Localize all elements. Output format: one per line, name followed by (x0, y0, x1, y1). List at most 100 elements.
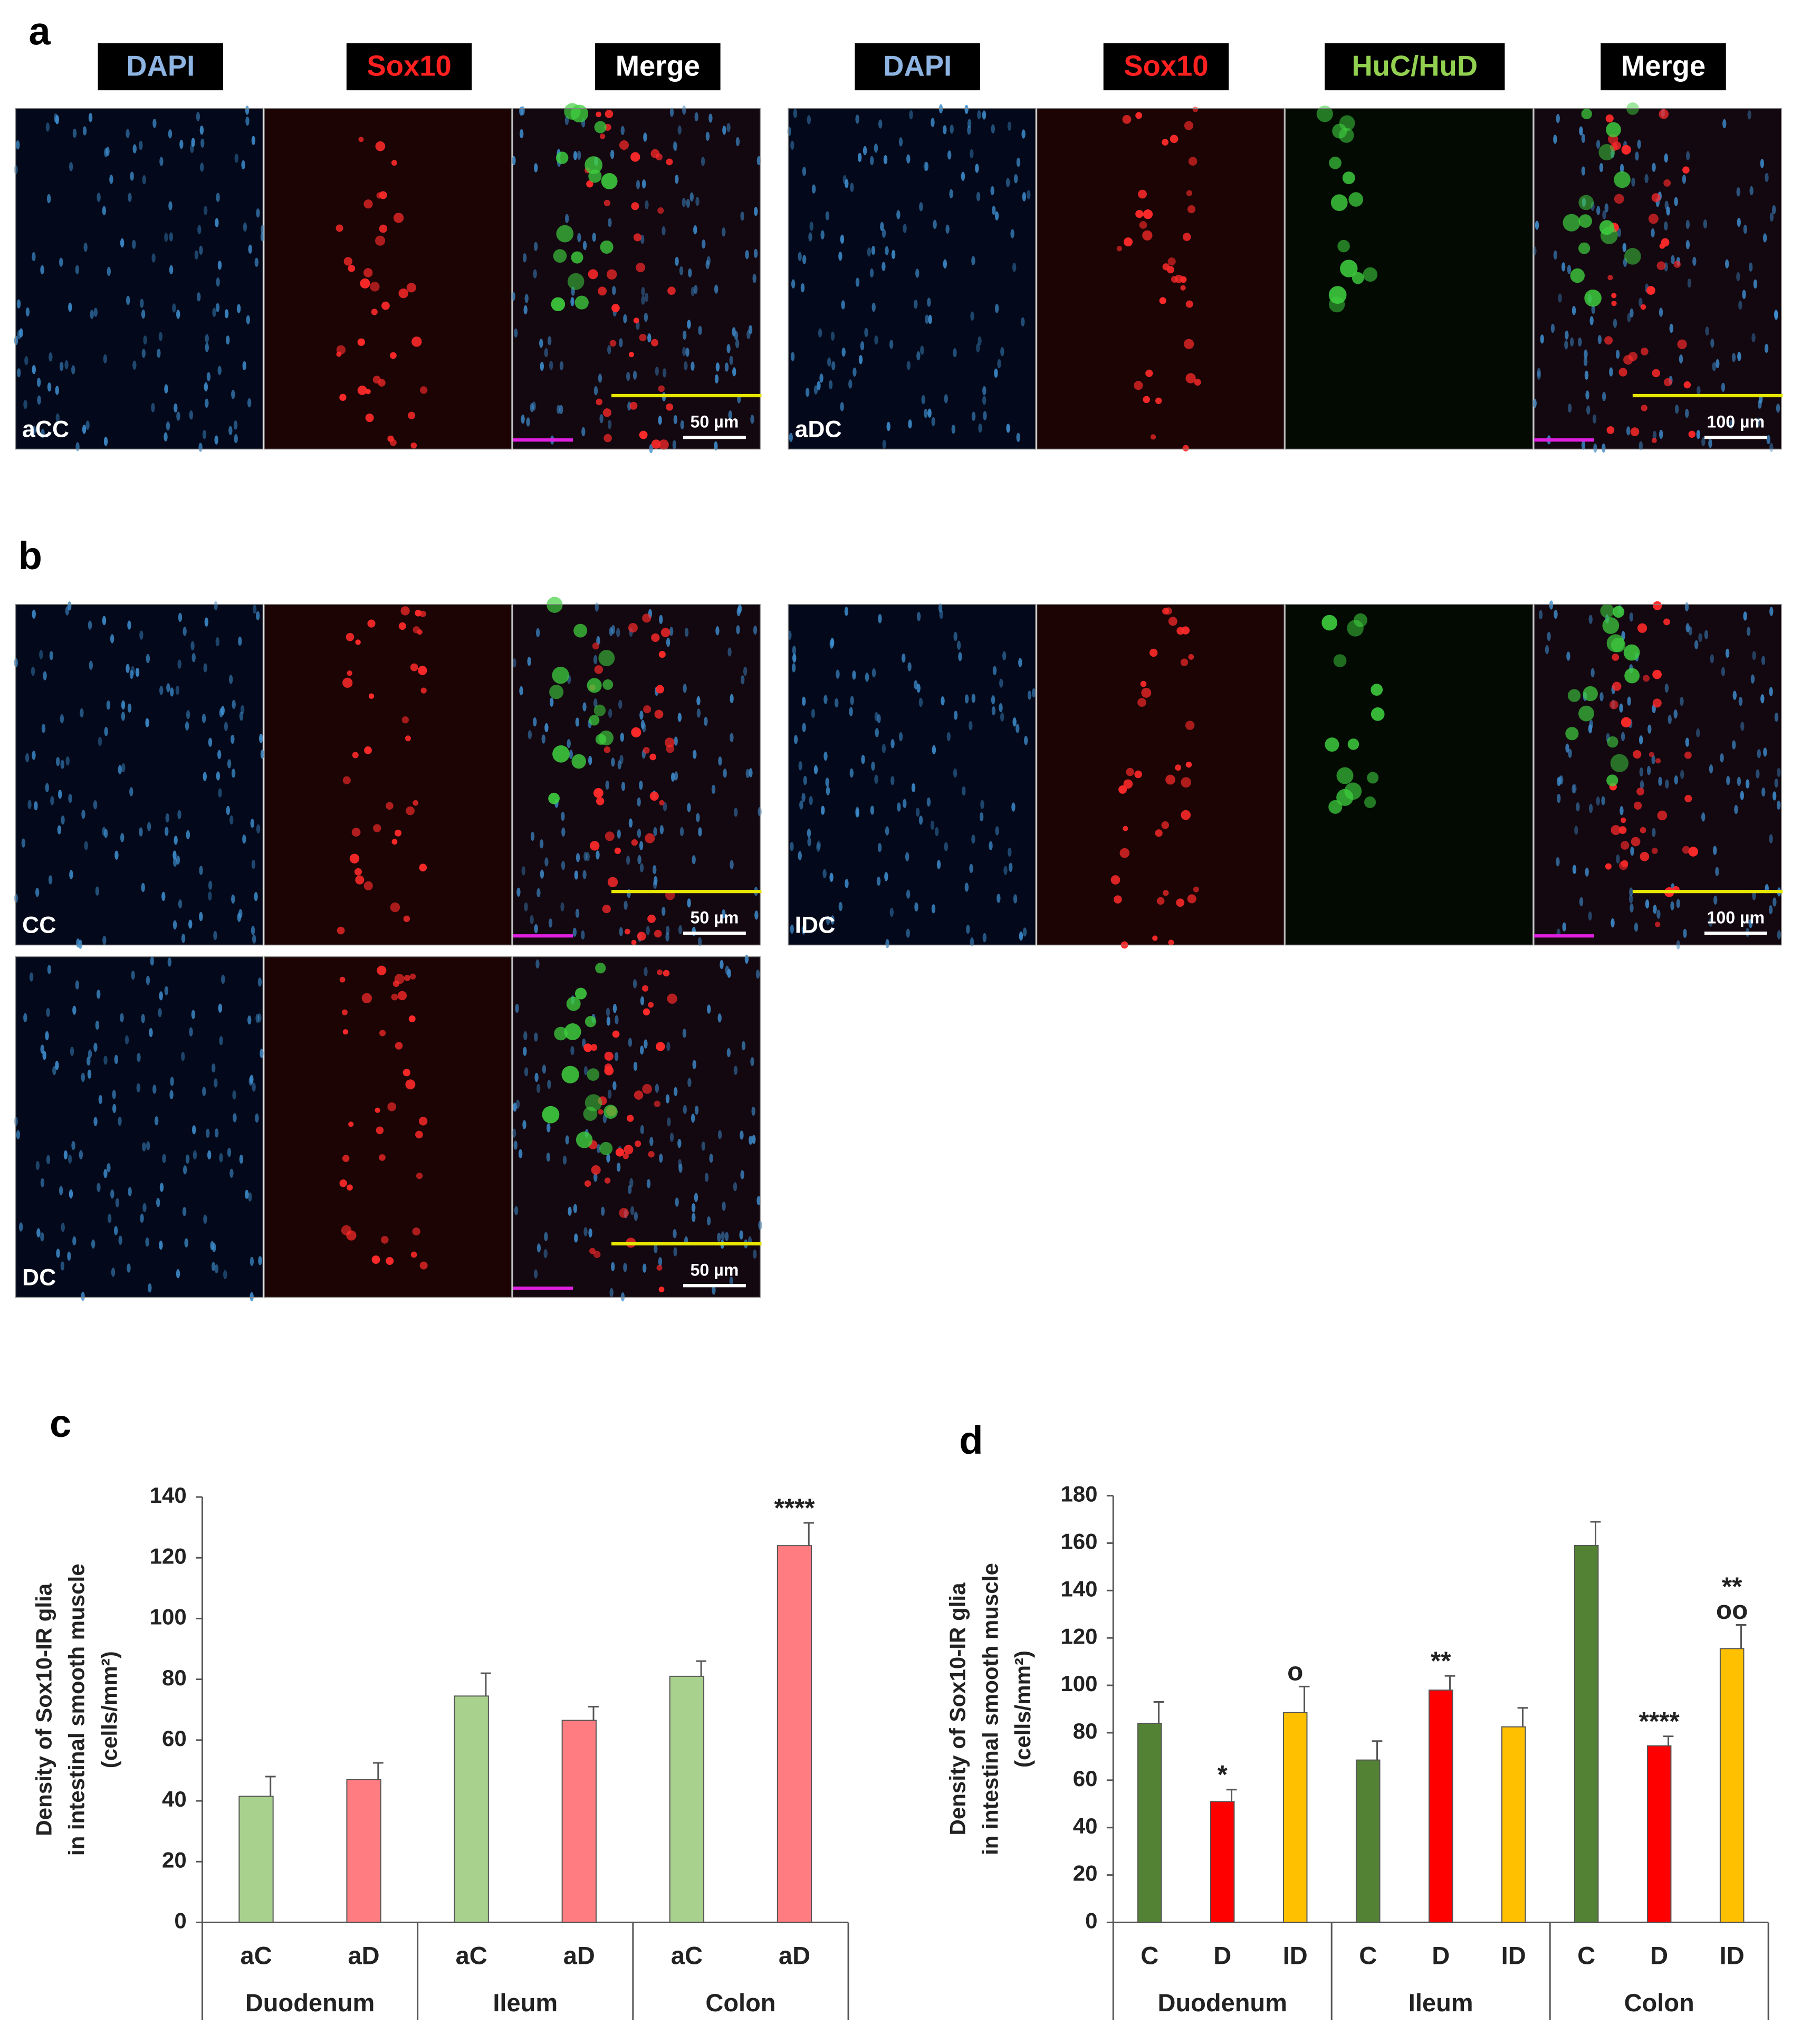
nucleus (991, 706, 996, 716)
nucleus (208, 891, 212, 901)
nucleus (212, 1243, 216, 1252)
nucleus (682, 347, 686, 357)
nucleus (519, 686, 523, 696)
nucleus (176, 310, 180, 319)
nucleus (858, 355, 863, 364)
nucleus (1684, 602, 1689, 612)
nucleus (534, 1032, 538, 1042)
header-box (346, 43, 472, 91)
nucleus (608, 708, 612, 718)
nucleus (1593, 443, 1597, 453)
nucleus (877, 843, 882, 852)
glia-cell (649, 791, 659, 801)
glia-cell (347, 670, 352, 676)
nucleus (976, 191, 981, 201)
neuron (594, 121, 607, 133)
nucleus (588, 755, 592, 765)
glia-cell (358, 137, 364, 142)
micrograph (1285, 604, 1533, 945)
nucleus (628, 818, 633, 828)
nucleus (1664, 683, 1669, 693)
nucleus (1713, 895, 1718, 905)
nucleus (682, 330, 687, 340)
nucleus (219, 1153, 223, 1163)
glia-cell (376, 192, 383, 199)
glia-cell (1137, 698, 1146, 707)
nucleus (526, 417, 530, 427)
nucleus (741, 1041, 746, 1051)
glia-cell (642, 1083, 653, 1094)
glia-cell (397, 991, 407, 1001)
nucleus (813, 765, 818, 774)
nucleus (547, 1123, 551, 1133)
nucleus (991, 124, 995, 134)
nucleus (855, 807, 859, 816)
nucleus (836, 669, 840, 679)
nucleus (978, 336, 982, 346)
tile-border (1534, 108, 1782, 450)
glia-cell (1185, 721, 1195, 730)
nucleus (857, 152, 862, 162)
glia-cell (351, 828, 361, 837)
nucleus (258, 734, 263, 743)
nucleus (1602, 443, 1606, 453)
nucleus (822, 869, 827, 878)
nucleus (999, 678, 1003, 688)
neuron (549, 685, 564, 699)
nucleus (627, 1185, 632, 1194)
glia-cell (637, 932, 646, 941)
nucleus (871, 761, 875, 771)
nucleus (921, 395, 925, 405)
nucleus (1747, 110, 1751, 120)
nucleus (1540, 334, 1544, 344)
glia-cell (375, 141, 386, 151)
nucleus (715, 362, 720, 372)
nucleus (1679, 354, 1683, 364)
nucleus (46, 194, 51, 204)
glia-cell (619, 1208, 629, 1218)
nucleus (1562, 922, 1566, 932)
nucleus (715, 626, 720, 636)
glia-cell (629, 401, 638, 410)
nucleus (519, 129, 524, 139)
glia-cell (1126, 767, 1134, 776)
nucleus (705, 131, 710, 141)
neuron (1348, 192, 1364, 207)
nucleus (214, 1078, 218, 1088)
nucleus (950, 124, 954, 134)
significance-mark: o (1287, 1657, 1303, 1686)
nucleus (829, 639, 834, 649)
y-tick-label: 120 (150, 1543, 187, 1568)
tile-border (788, 108, 1036, 450)
nucleus (1581, 166, 1586, 176)
micrograph (788, 108, 1036, 449)
nucleus (1639, 767, 1644, 777)
nucleus (831, 361, 836, 371)
nucleus (646, 926, 650, 935)
nucleus (535, 628, 540, 638)
nucleus (255, 1013, 260, 1023)
nucleus (1703, 219, 1708, 229)
nucleus (1620, 164, 1624, 173)
nucleus (183, 1165, 187, 1175)
glia-cell (403, 1069, 410, 1077)
nucleus (882, 228, 886, 238)
nucleus (17, 330, 22, 340)
nucleus (885, 246, 889, 256)
nucleus (673, 141, 677, 151)
nucleus (217, 261, 222, 270)
nucleus (640, 996, 645, 1006)
neuron (1367, 772, 1379, 784)
nucleus (823, 751, 828, 761)
nucleus (1760, 694, 1765, 704)
glia-cell (1677, 339, 1687, 349)
nucleus (1704, 630, 1709, 639)
nucleus (600, 1206, 605, 1216)
nucleus (215, 637, 220, 647)
nucleus (245, 105, 250, 115)
neuron (587, 1068, 600, 1081)
nucleus (695, 197, 700, 206)
nucleus (698, 325, 702, 335)
nucleus (970, 149, 974, 159)
nucleus (89, 660, 93, 670)
